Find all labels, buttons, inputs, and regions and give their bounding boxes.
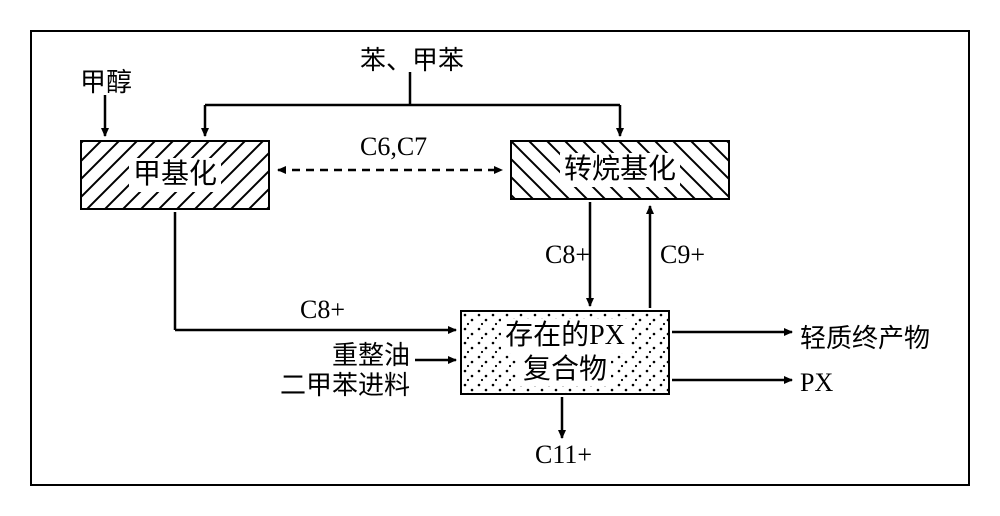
benzene-toluene-label: 苯、甲苯 xyxy=(360,40,464,77)
transalkylation-label: 转烷基化 xyxy=(560,153,680,187)
c8plus-mid-label: C8+ xyxy=(545,240,590,270)
px-complex-label-1: 存在的PX xyxy=(501,319,629,353)
px-complex-label-2: 复合物 xyxy=(519,353,611,387)
methylation-box: 甲基化 xyxy=(80,140,270,210)
methylation-label: 甲基化 xyxy=(129,158,221,192)
px-complex-box: 存在的PX 复合物 xyxy=(460,310,670,395)
light-ends-label: 轻质终产物 xyxy=(800,318,930,355)
c11plus-label: C11+ xyxy=(535,440,592,470)
c9plus-label: C9+ xyxy=(660,240,705,270)
methanol-label: 甲醇 xyxy=(80,62,132,99)
diagram-border xyxy=(30,30,970,486)
xylene-feed-label: 二甲苯进料 xyxy=(250,365,410,402)
px-output-label: PX xyxy=(800,368,833,398)
c6c7-label: C6,C7 xyxy=(360,132,427,162)
process-flow-diagram: 甲醇 苯、甲苯 甲基化 转烷基化 存在的PX 复合物 C6,C7 C8+ C8+… xyxy=(0,0,1000,516)
transalkylation-box: 转烷基化 xyxy=(510,140,730,200)
c8plus-left-label: C8+ xyxy=(300,295,345,325)
